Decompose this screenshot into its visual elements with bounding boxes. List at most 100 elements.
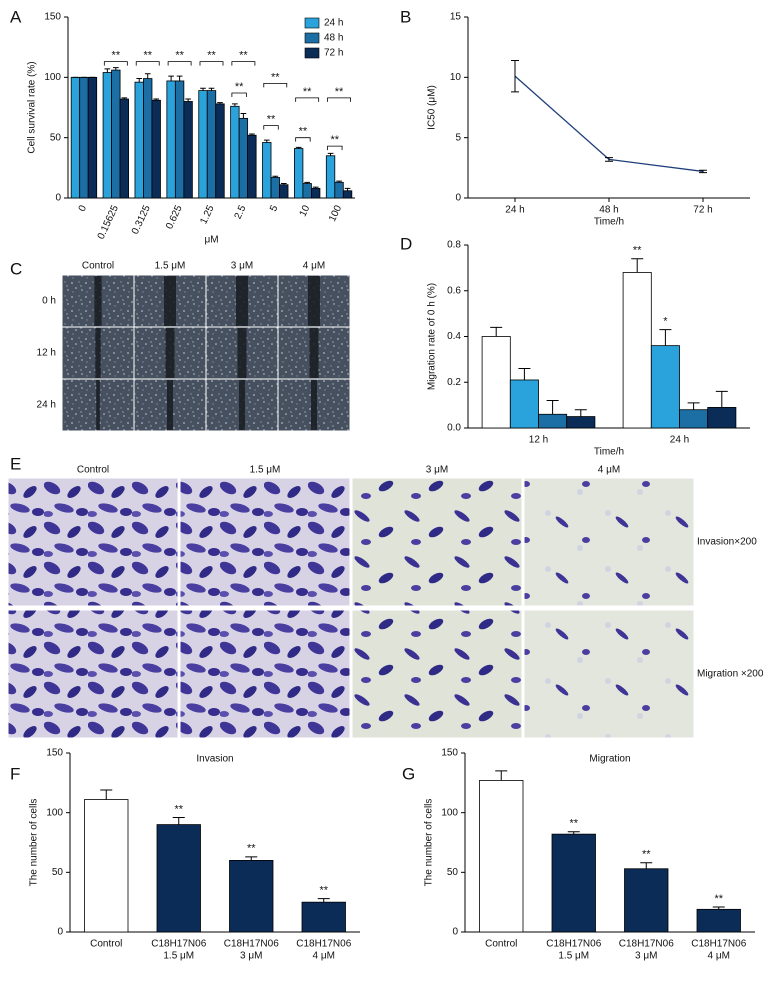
x-tick-label: Control <box>485 939 517 950</box>
y-tick-label: 100 <box>46 807 63 818</box>
error-bar <box>200 87 206 91</box>
error-bar <box>640 862 653 869</box>
scratch-gap <box>309 328 319 378</box>
bracket <box>295 97 320 102</box>
x-tick-label: 1.5 μM <box>558 951 589 962</box>
scratch-gap <box>308 276 320 326</box>
bracket <box>135 61 160 66</box>
bar <box>87 76 98 199</box>
significance: ** <box>235 81 244 93</box>
significance: ** <box>633 245 642 257</box>
row-label: Invasion×200 <box>697 537 757 548</box>
legend-label: 72 h <box>324 48 343 59</box>
legend-swatch <box>304 17 320 29</box>
y-tick-label: 0.6 <box>447 285 461 296</box>
error-bar <box>687 402 700 410</box>
chart-title: Migration <box>589 754 630 765</box>
error-bar <box>712 906 725 910</box>
bar <box>334 181 344 199</box>
error-bar <box>232 103 238 107</box>
scratch-gap <box>165 328 175 378</box>
panel-label: A <box>10 7 22 26</box>
bar <box>183 101 193 199</box>
error-bar <box>631 258 644 273</box>
column-label: Control <box>82 261 114 272</box>
y-tick-label: 15 <box>450 12 462 23</box>
y-axis-label: Migration rate of 0 h (%) <box>427 283 438 390</box>
error-bar <box>280 183 287 185</box>
bracket <box>167 61 192 66</box>
bar <box>270 177 280 199</box>
significance: ** <box>143 50 152 62</box>
error-bar <box>185 98 191 102</box>
bracket <box>231 61 256 66</box>
y-tick-label: 0.4 <box>447 331 461 342</box>
error-bar <box>153 98 160 101</box>
y-tick-label: 0.0 <box>447 423 461 434</box>
panel-label: G <box>402 764 415 783</box>
y-axis-label: IC50 (μM) <box>427 85 438 130</box>
bar <box>311 187 321 199</box>
error-bar <box>312 186 319 189</box>
column-label: 3 μM <box>231 261 253 272</box>
scratch-gap <box>164 276 176 326</box>
bar <box>622 272 652 429</box>
legend-swatch <box>304 47 320 59</box>
x-tick-label: 72 h <box>693 205 712 216</box>
micrograph <box>351 477 523 607</box>
bar <box>156 824 201 933</box>
scratch-gap <box>237 328 247 378</box>
panel-label: D <box>400 234 412 253</box>
significance: ** <box>299 126 308 138</box>
bar <box>198 90 208 199</box>
bracket <box>199 61 224 66</box>
significance: ** <box>331 134 340 146</box>
x-tick-label: 100 <box>327 203 344 223</box>
bar <box>215 103 225 199</box>
legend-label: 24 h <box>324 18 343 29</box>
bar <box>650 345 680 429</box>
error-bar <box>327 152 334 156</box>
error-bar <box>567 831 580 835</box>
panel-label: B <box>400 7 411 26</box>
x-axis-label: Time/h <box>594 217 624 228</box>
x-tick-label: 0 <box>77 203 90 213</box>
error-bar <box>336 180 342 183</box>
scratch-gap <box>96 380 100 430</box>
x-tick-label: 0.625 <box>164 203 185 231</box>
error-bar <box>317 898 330 903</box>
micrograph <box>523 477 695 607</box>
micrograph <box>7 609 179 739</box>
micrograph <box>7 477 179 607</box>
bar <box>206 90 217 199</box>
bar <box>70 76 81 199</box>
bar <box>238 117 249 199</box>
chart-title: Invasion <box>196 754 233 765</box>
error-bar <box>249 133 255 136</box>
x-tick-label: 24 h <box>670 435 689 446</box>
bracket <box>327 97 351 102</box>
error-bar <box>699 169 707 174</box>
bracket <box>295 137 311 142</box>
bar <box>301 901 346 933</box>
panel-label: F <box>10 764 20 783</box>
significance: ** <box>303 86 312 98</box>
bar <box>151 99 161 199</box>
error-bar <box>518 368 531 380</box>
micrograph <box>179 609 351 739</box>
column-label: 3 μM <box>426 465 448 476</box>
y-tick-label: 0.8 <box>447 240 461 251</box>
significance: ** <box>267 114 276 126</box>
error-bar <box>344 187 351 191</box>
significance: ** <box>247 843 256 855</box>
error-bar <box>104 68 111 73</box>
error-bar <box>495 770 508 781</box>
bar <box>229 860 274 933</box>
y-tick-label: 0 <box>57 927 63 938</box>
bar <box>174 80 185 199</box>
x-tick-label: 24 h <box>505 205 524 216</box>
significance: ** <box>271 71 280 83</box>
significance: ** <box>642 849 651 861</box>
